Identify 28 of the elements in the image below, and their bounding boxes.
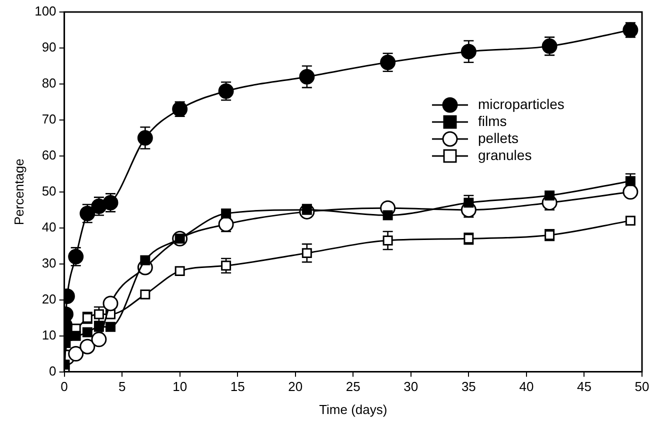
x-tick-label: 5 xyxy=(118,379,126,394)
y-tick-label: 0 xyxy=(49,363,56,378)
x-tick-label: 40 xyxy=(519,379,534,394)
x-axis-title: Time (days) xyxy=(319,402,388,417)
x-tick-label: 50 xyxy=(634,379,650,394)
y-tick-label: 80 xyxy=(42,76,56,91)
x-tick-label: 35 xyxy=(461,379,476,394)
y-tick-label: 90 xyxy=(42,40,56,55)
y-axis-title: Percentage xyxy=(11,158,26,226)
legend-label: microparticles xyxy=(478,96,564,112)
y-tick-label: 60 xyxy=(42,148,56,162)
y-tick-label: 40 xyxy=(42,219,56,234)
y-tick-label: 50 xyxy=(42,183,56,198)
y-tick-label: 20 xyxy=(42,291,56,306)
y-tick-label: 100 xyxy=(34,4,56,19)
legend-label: films xyxy=(478,112,507,129)
x-tick-label: 25 xyxy=(346,379,360,394)
legend-label: pellets xyxy=(478,130,518,146)
x-tick-label: 0 xyxy=(60,379,68,394)
x-tick-label: 15 xyxy=(230,379,245,394)
y-tick-label: 70 xyxy=(42,112,56,127)
legend-label: granules xyxy=(478,146,532,163)
x-tick-label: 10 xyxy=(172,379,188,394)
x-tick-label: 30 xyxy=(404,379,418,394)
x-tick-label: 20 xyxy=(288,379,303,394)
x-tick-label: 45 xyxy=(576,379,592,394)
y-tick-label: 30 xyxy=(42,255,56,270)
y-tick-label: 10 xyxy=(42,327,56,342)
